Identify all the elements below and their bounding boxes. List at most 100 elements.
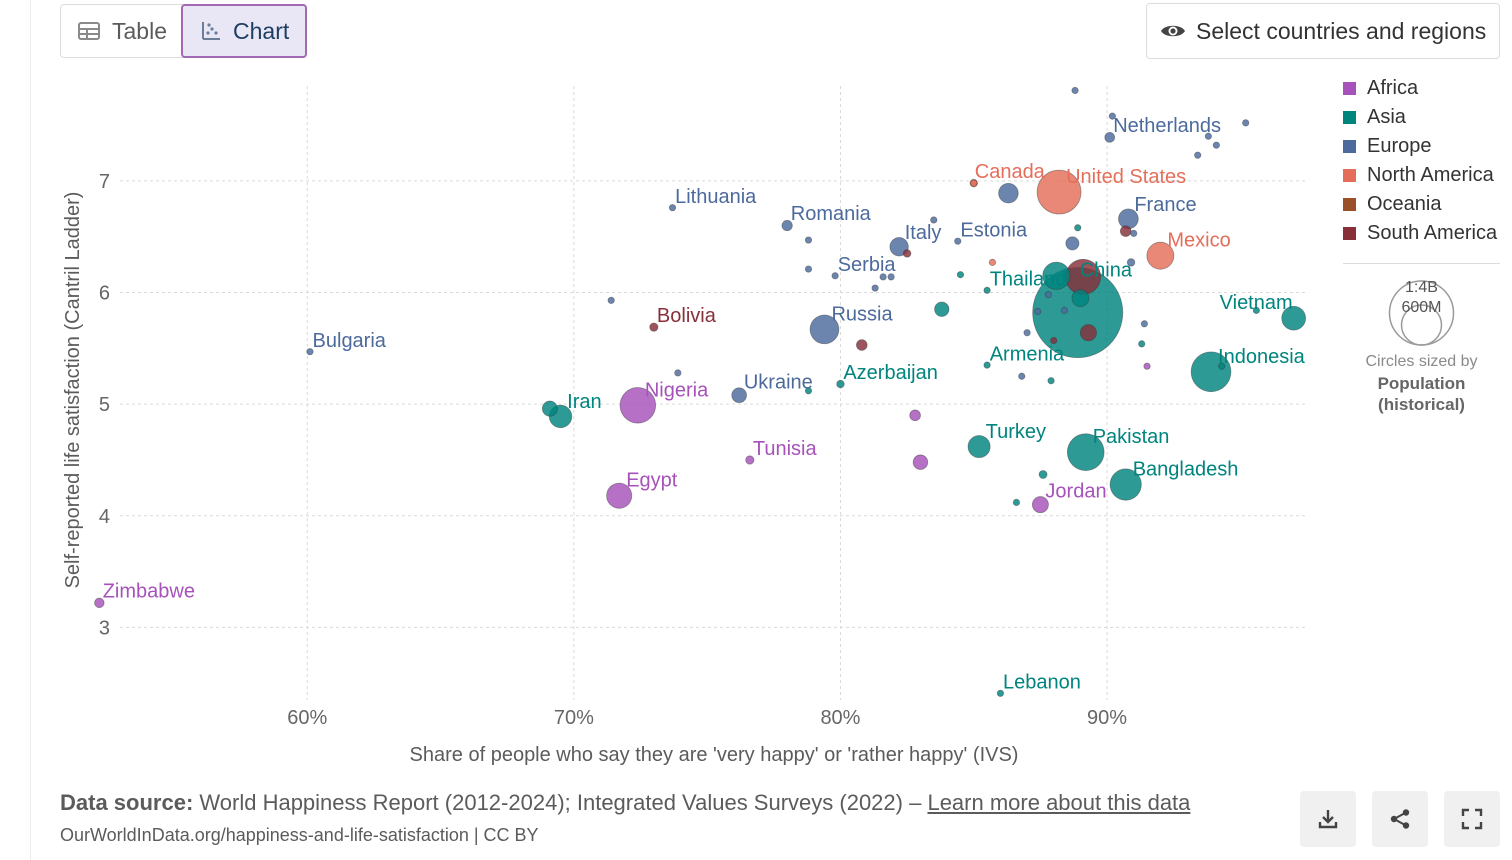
data-point[interactable]: [1042, 261, 1071, 290]
source-text: World Happiness Report (2012-2024); Inte…: [199, 790, 922, 815]
select-countries-button[interactable]: Select countries and regions: [1146, 3, 1500, 59]
data-point[interactable]: [988, 258, 997, 266]
legend-item[interactable]: South America: [1343, 219, 1497, 248]
data-point[interactable]: [836, 379, 845, 389]
data-point[interactable]: [1065, 236, 1080, 251]
legend-swatch: [1343, 198, 1356, 211]
data-point[interactable]: [956, 271, 965, 279]
data-point[interactable]: [619, 387, 657, 424]
data-point[interactable]: [889, 237, 909, 257]
data-point[interactable]: [998, 182, 1019, 204]
data-point[interactable]: [930, 216, 938, 224]
data-point[interactable]: [1060, 306, 1069, 314]
select-countries-label: Select countries and regions: [1196, 17, 1487, 44]
data-point[interactable]: [1034, 307, 1042, 316]
data-point[interactable]: [541, 400, 558, 417]
data-point[interactable]: [1140, 320, 1148, 328]
legend-item[interactable]: Asia: [1343, 103, 1497, 132]
data-point[interactable]: [1108, 112, 1116, 120]
data-point[interactable]: [1066, 433, 1105, 471]
point-label: Tunisia: [753, 438, 818, 460]
point-label: Bulgaria: [313, 330, 387, 352]
data-point[interactable]: [606, 482, 633, 509]
legend-item[interactable]: North America: [1343, 161, 1497, 190]
data-point[interactable]: [1079, 324, 1097, 342]
data-point[interactable]: [954, 237, 962, 245]
data-point[interactable]: [1047, 377, 1055, 385]
data-point[interactable]: [1018, 372, 1026, 380]
learn-more-link[interactable]: Learn more about this data: [927, 790, 1191, 815]
point-label: Turkey: [986, 421, 1046, 443]
data-point[interactable]: [1044, 291, 1053, 299]
data-point[interactable]: [1212, 141, 1220, 149]
data-point[interactable]: [1242, 119, 1250, 127]
data-point[interactable]: [1023, 329, 1031, 337]
data-point[interactable]: [607, 296, 615, 304]
share-button[interactable]: [1372, 791, 1428, 847]
point-label: Nigeria: [645, 379, 709, 401]
data-point[interactable]: [909, 409, 921, 422]
data-point[interactable]: [1218, 362, 1226, 370]
data-point[interactable]: [967, 435, 991, 459]
data-point[interactable]: [804, 387, 813, 395]
data-point[interactable]: [871, 284, 879, 292]
data-point[interactable]: [934, 301, 950, 317]
data-point[interactable]: [1074, 224, 1082, 232]
data-point[interactable]: [1130, 229, 1138, 237]
data-point[interactable]: [649, 322, 659, 332]
data-point[interactable]: [1252, 306, 1260, 314]
point-label: Romania: [791, 203, 872, 225]
size-variable: Population (historical): [1377, 374, 1466, 414]
data-point[interactable]: [1143, 362, 1151, 370]
data-point[interactable]: [879, 273, 887, 281]
data-point[interactable]: [1012, 498, 1021, 507]
data-point[interactable]: [1071, 289, 1090, 307]
data-point[interactable]: [781, 219, 793, 232]
data-point[interactable]: [668, 204, 677, 212]
data-point[interactable]: [1126, 258, 1136, 267]
data-point[interactable]: [1031, 496, 1049, 514]
data-point[interactable]: [674, 369, 682, 377]
data-point[interactable]: [1109, 468, 1142, 501]
data-source: Data source: World Happiness Report (201…: [60, 790, 1190, 816]
legend-item[interactable]: Europe: [1343, 132, 1497, 161]
tab-chart[interactable]: Chart: [181, 4, 307, 58]
data-point[interactable]: [1038, 470, 1048, 479]
data-point[interactable]: [983, 286, 991, 294]
data-point[interactable]: [1071, 86, 1079, 95]
data-point[interactable]: [804, 265, 813, 273]
fullscreen-button[interactable]: [1444, 791, 1500, 847]
x-tick-label: 80%: [820, 707, 860, 729]
data-point[interactable]: [94, 597, 105, 609]
data-point[interactable]: [912, 454, 929, 470]
point-labels: Zimbabwe Bulgaria Iran Egypt Nigeria Bolivia L…: [103, 115, 1306, 694]
data-point[interactable]: [306, 348, 314, 356]
data-point[interactable]: [1146, 241, 1175, 270]
data-point[interactable]: [1190, 351, 1232, 393]
data-point[interactable]: [1204, 132, 1212, 140]
download-button[interactable]: [1300, 791, 1356, 847]
data-point[interactable]: [1281, 305, 1307, 331]
data-point[interactable]: [856, 339, 868, 351]
data-point[interactable]: [745, 455, 755, 465]
legend-item[interactable]: Africa: [1343, 74, 1497, 103]
data-point[interactable]: [1104, 132, 1116, 143]
legend-item[interactable]: Oceania: [1343, 190, 1497, 219]
data-point[interactable]: [1050, 336, 1058, 345]
data-point[interactable]: [1036, 169, 1082, 215]
data-point[interactable]: [887, 273, 895, 281]
data-point[interactable]: [804, 236, 813, 244]
tab-table-label: Table: [112, 17, 167, 44]
data-point[interactable]: [731, 387, 747, 404]
data-point[interactable]: [902, 249, 912, 258]
data-point[interactable]: [970, 179, 978, 187]
data-point[interactable]: [831, 272, 839, 280]
scatter-plot: 60% 70% 80% 90% 3 4 5 6 7 Share of people who sa…: [62, 86, 1307, 766]
data-point[interactable]: [809, 314, 840, 345]
data-point[interactable]: [996, 689, 1005, 697]
data-point[interactable]: [983, 361, 991, 369]
data-point[interactable]: [1194, 151, 1202, 159]
data-point[interactable]: [1119, 225, 1132, 237]
tab-table[interactable]: Table: [61, 4, 182, 58]
data-point[interactable]: [1138, 340, 1146, 348]
